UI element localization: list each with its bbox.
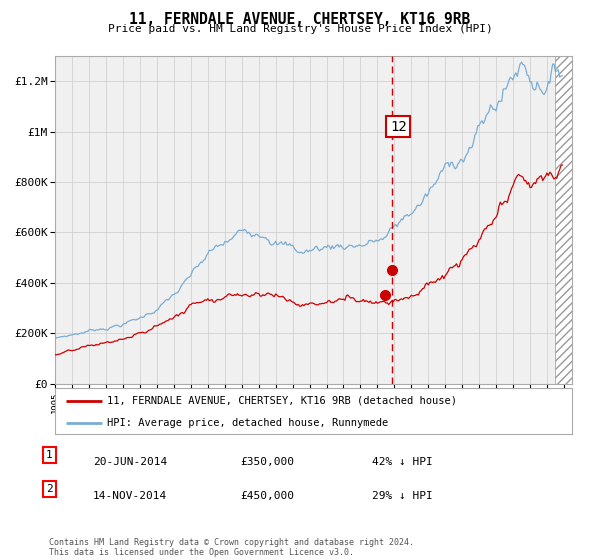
Text: £350,000: £350,000 <box>240 457 294 467</box>
Text: HPI: Average price, detached house, Runnymede: HPI: Average price, detached house, Runn… <box>107 418 388 427</box>
Text: 11, FERNDALE AVENUE, CHERTSEY, KT16 9RB (detached house): 11, FERNDALE AVENUE, CHERTSEY, KT16 9RB … <box>107 396 457 406</box>
Text: Contains HM Land Registry data © Crown copyright and database right 2024.
This d: Contains HM Land Registry data © Crown c… <box>49 538 414 557</box>
Text: 12: 12 <box>390 120 407 134</box>
Text: 1: 1 <box>46 450 53 460</box>
Text: 42% ↓ HPI: 42% ↓ HPI <box>372 457 433 467</box>
Text: 29% ↓ HPI: 29% ↓ HPI <box>372 491 433 501</box>
Text: 14-NOV-2014: 14-NOV-2014 <box>93 491 167 501</box>
Text: £450,000: £450,000 <box>240 491 294 501</box>
Text: 20-JUN-2014: 20-JUN-2014 <box>93 457 167 467</box>
Text: 2: 2 <box>46 484 53 494</box>
Text: Price paid vs. HM Land Registry's House Price Index (HPI): Price paid vs. HM Land Registry's House … <box>107 24 493 34</box>
Bar <box>556 56 572 384</box>
Text: 11, FERNDALE AVENUE, CHERTSEY, KT16 9RB: 11, FERNDALE AVENUE, CHERTSEY, KT16 9RB <box>130 12 470 27</box>
